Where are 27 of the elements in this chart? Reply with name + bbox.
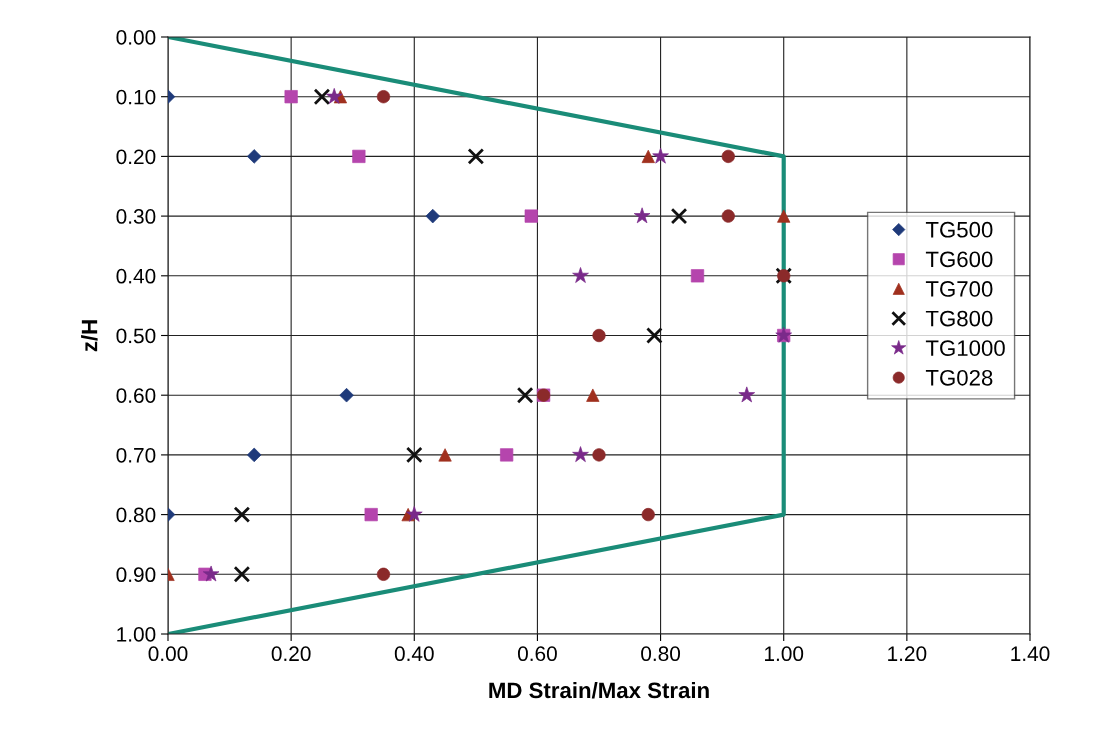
y-tick-label: 0.00 [116,30,156,45]
y-axis-title: z/H [81,320,98,352]
legend-label: TG028 [925,369,993,386]
y-tick-label: 0.20 [116,149,156,165]
x-tick-label: 1.40 [1011,646,1050,662]
y-tick-label: 0.50 [116,328,156,344]
legend-label: TG1000 [925,340,1005,357]
y-tick-label: 1.00 [117,627,156,642]
x-tick-label: 1.20 [888,646,927,662]
legend-label: TG600 [925,251,993,268]
x-tick-label: 1.00 [765,646,804,662]
y-tick-label: 0.10 [116,89,156,105]
y-tick-label: 0.70 [116,447,156,463]
x-tick-label: 0.00 [148,646,188,662]
y-tick-label: 0.60 [116,388,156,403]
x-tick-label: 0.20 [271,646,311,662]
legend-label: TG800 [925,310,993,327]
y-tick-label: 0.30 [116,209,156,224]
x-axis-title: MD Strain/Max Strain [489,681,709,699]
legend-label: TG700 [925,281,993,297]
y-tick-label: 0.80 [116,507,156,523]
x-tick-label: 0.40 [394,646,434,662]
legend-label: TG500 [925,221,993,238]
x-tick-label: 0.80 [641,646,681,662]
y-tick-label: 0.90 [116,567,156,583]
x-tick-label: 0.60 [517,646,557,662]
y-tick-label: 0.40 [116,268,156,284]
